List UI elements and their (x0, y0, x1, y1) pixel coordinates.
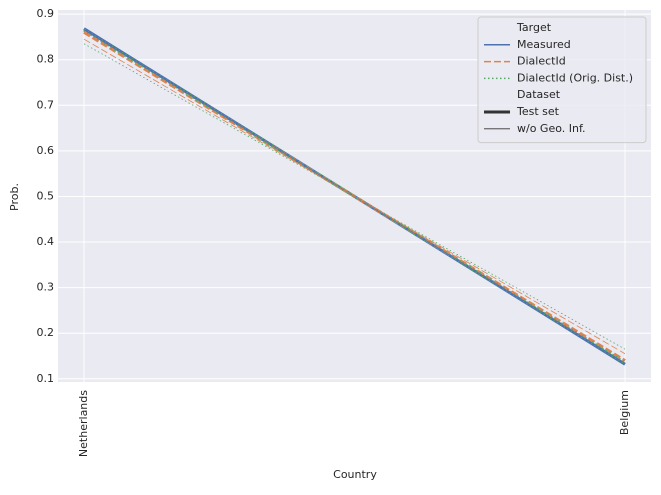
y-tick-label: 0.6 (37, 144, 55, 157)
legend-title: Dataset (517, 88, 561, 101)
y-tick-label: 0.3 (37, 281, 55, 294)
y-axis-label: Prob. (8, 183, 21, 211)
legend-label: DialectId (517, 55, 566, 68)
y-tick-label: 0.7 (37, 98, 55, 111)
y-tick-label: 0.9 (37, 7, 55, 20)
legend-box (477, 16, 647, 144)
y-tick-label: 0.5 (37, 189, 55, 202)
legend-label: Measured (517, 38, 571, 51)
line-series (83, 38, 626, 355)
legend-label: DialectId (Orig. Dist.) (517, 71, 633, 84)
y-tick-label: 0.8 (37, 53, 55, 66)
legend-label: w/o Geo. Inf. (517, 122, 586, 135)
x-tick-label: Netherlands (77, 390, 90, 457)
legend-title: Target (516, 21, 552, 34)
y-tick-label: 0.4 (37, 235, 55, 248)
y-tick-label: 0.2 (37, 326, 55, 339)
legend-label: Test set (516, 105, 560, 118)
y-tick-label: 0.1 (37, 372, 55, 385)
x-tick-label: Belgium (618, 390, 631, 435)
x-axis-label: Country (333, 468, 377, 481)
